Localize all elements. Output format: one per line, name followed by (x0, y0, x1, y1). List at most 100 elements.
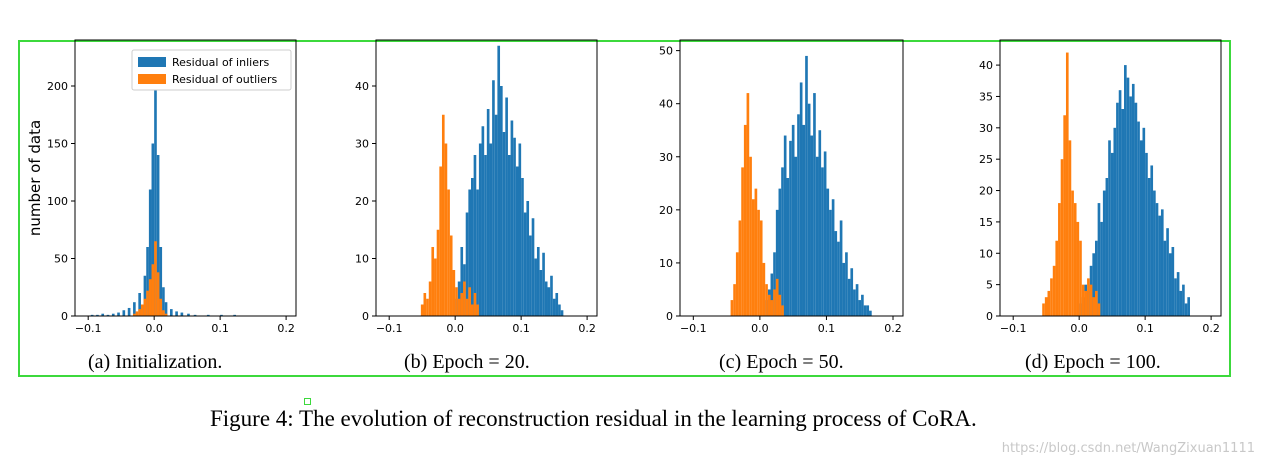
bar-outliers (164, 313, 168, 316)
bar-inliers (507, 155, 511, 316)
bar-inliers (460, 247, 464, 316)
bar-inliers (531, 218, 535, 316)
bar-inliers (1118, 90, 1122, 317)
bar-inliers (829, 209, 832, 316)
bar-inliers (778, 188, 782, 316)
bar-outliers (133, 313, 136, 316)
legend-swatch (138, 57, 166, 67)
x-tick-label: 0.2 (884, 322, 902, 335)
bar-inliers (850, 268, 854, 316)
bar-outliers (1084, 290, 1088, 316)
bar-inliers (783, 135, 787, 316)
bar-inliers (542, 252, 545, 316)
bar-inliers (1158, 215, 1161, 316)
bar-inliers (1147, 178, 1151, 316)
bar-inliers (111, 313, 115, 316)
bar-outliers (473, 293, 477, 316)
bar-inliers (842, 262, 846, 316)
y-tick-label: 30 (355, 138, 369, 151)
bar-outliers (733, 284, 736, 316)
figure-caption: Figure 4: The evolution of reconstructio… (210, 406, 977, 431)
bar-inliers (148, 189, 152, 316)
bar-inliers (536, 247, 540, 316)
y-tick-label: 50 (54, 253, 68, 266)
y-tick-label: 20 (659, 204, 673, 217)
bar-inliers (481, 126, 485, 316)
bar-inliers (1168, 253, 1172, 316)
bar-outliers (735, 252, 739, 316)
legend-swatch (138, 74, 166, 84)
bar-inliers (170, 309, 173, 316)
bar-outliers (135, 311, 139, 316)
bar-outliers (162, 310, 165, 316)
bar-inliers (1092, 253, 1095, 316)
y-tick-label: 0 (362, 310, 369, 323)
bar-inliers (821, 167, 824, 316)
bar-outliers (452, 270, 456, 316)
bar-outliers (455, 287, 458, 316)
bar-outliers (465, 298, 469, 316)
bar-inliers (818, 130, 822, 316)
axes-frame (74, 39, 297, 317)
legend-box (131, 49, 292, 91)
bar-inliers (90, 314, 94, 316)
bar-inliers (154, 71, 157, 316)
bar-outliers (156, 272, 160, 316)
bar-inliers (513, 137, 516, 316)
bar-inliers (180, 312, 184, 316)
x-tick-label: 0.1 (818, 322, 836, 335)
bar-inliers (775, 209, 779, 316)
selection-dot (304, 398, 311, 405)
caption-a: (a) Initialization. (88, 351, 223, 373)
bar-outliers (746, 93, 750, 316)
bar-outliers (759, 220, 763, 316)
bar-outliers (138, 309, 141, 316)
bar-inliers (127, 307, 131, 316)
y-tick-label: 10 (659, 257, 673, 270)
bar-outliers (154, 241, 157, 316)
bar-outliers (428, 281, 432, 316)
bar-outliers (767, 294, 771, 316)
bar-inliers (159, 247, 163, 316)
bar-outliers (781, 305, 784, 316)
bar-inliers (847, 278, 851, 316)
bar-inliers (802, 124, 806, 316)
bar-outliers (751, 199, 755, 316)
bar-outliers (1063, 115, 1066, 317)
bar-inliers (164, 302, 168, 316)
bar-outliers (449, 235, 453, 316)
bar-outliers (1092, 297, 1095, 316)
bar-outliers (436, 229, 440, 316)
bar-inliers (544, 281, 548, 316)
y-tick-label: 15 (979, 216, 993, 229)
bar-inliers (1129, 96, 1132, 316)
bar-outliers (420, 304, 424, 316)
bar-inliers (468, 189, 471, 316)
bar-inliers (845, 252, 848, 316)
caption-b: (b) Epoch = 20. (404, 351, 530, 373)
bar-inliers (1153, 190, 1156, 316)
bar-inliers (497, 45, 501, 316)
x-tick-label: 0.0 (751, 322, 769, 335)
bar-inliers (807, 103, 811, 316)
x-tick-label: 0.2 (1202, 322, 1220, 335)
bar-outliers (770, 300, 774, 316)
bar-inliers (96, 314, 99, 316)
bar-outliers (1071, 190, 1074, 316)
y-tick-label: 35 (979, 90, 993, 103)
bar-outliers (431, 247, 435, 316)
bar-outliers (757, 209, 760, 316)
bar-inliers (1184, 303, 1188, 316)
y-tick-label: 40 (979, 59, 993, 72)
bar-outliers (1073, 203, 1077, 316)
y-tick-label: 40 (355, 80, 369, 93)
bar-outliers (1095, 290, 1098, 316)
bar-outliers (1042, 303, 1045, 316)
bar-inliers (1160, 209, 1164, 316)
bar-inliers (1116, 102, 1119, 316)
bar-inliers (861, 294, 864, 316)
bar-inliers (1139, 140, 1143, 316)
bar-outliers (434, 258, 437, 316)
bar-inliers (1121, 109, 1125, 316)
bar-inliers (863, 305, 867, 316)
